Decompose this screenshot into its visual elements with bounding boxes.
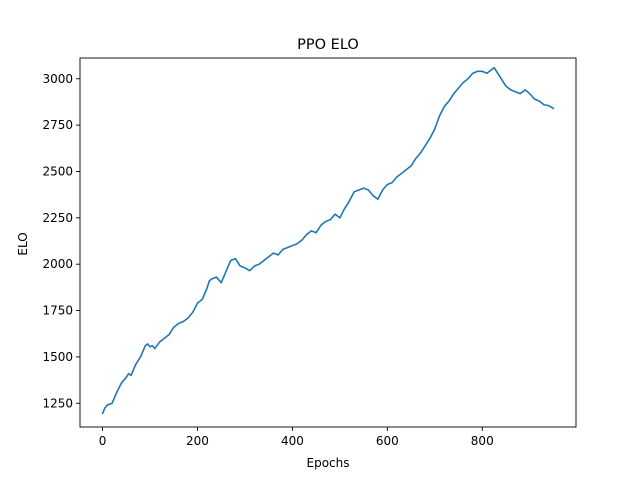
x-tick-label: 800	[471, 434, 494, 448]
x-tick-label: 600	[376, 434, 399, 448]
y-tick-label: 2250	[42, 211, 73, 225]
plot-area: 0 200 400 600 800 1250 1500 1750 2000 2250 2500 275…	[42, 57, 577, 448]
y-tick-label: 1500	[42, 350, 73, 364]
y-tick-label: 2500	[42, 164, 73, 178]
x-tick-label: 0	[99, 434, 107, 448]
y-tick-label: 1250	[42, 396, 73, 410]
y-tick-label: 2000	[42, 257, 73, 271]
y-tick-label: 3000	[42, 72, 73, 86]
y-tick-label: 1750	[42, 304, 73, 318]
y-tick-label: 2750	[42, 118, 73, 132]
x-tick-label: 400	[281, 434, 304, 448]
y-axis-label: ELO	[16, 232, 30, 255]
x-tick-label: 200	[186, 434, 209, 448]
axes-frame	[79, 57, 577, 428]
series-line-0	[101, 66, 555, 415]
x-axis-label: Epochs	[307, 456, 350, 470]
chart-title: PPO ELO	[297, 37, 359, 53]
